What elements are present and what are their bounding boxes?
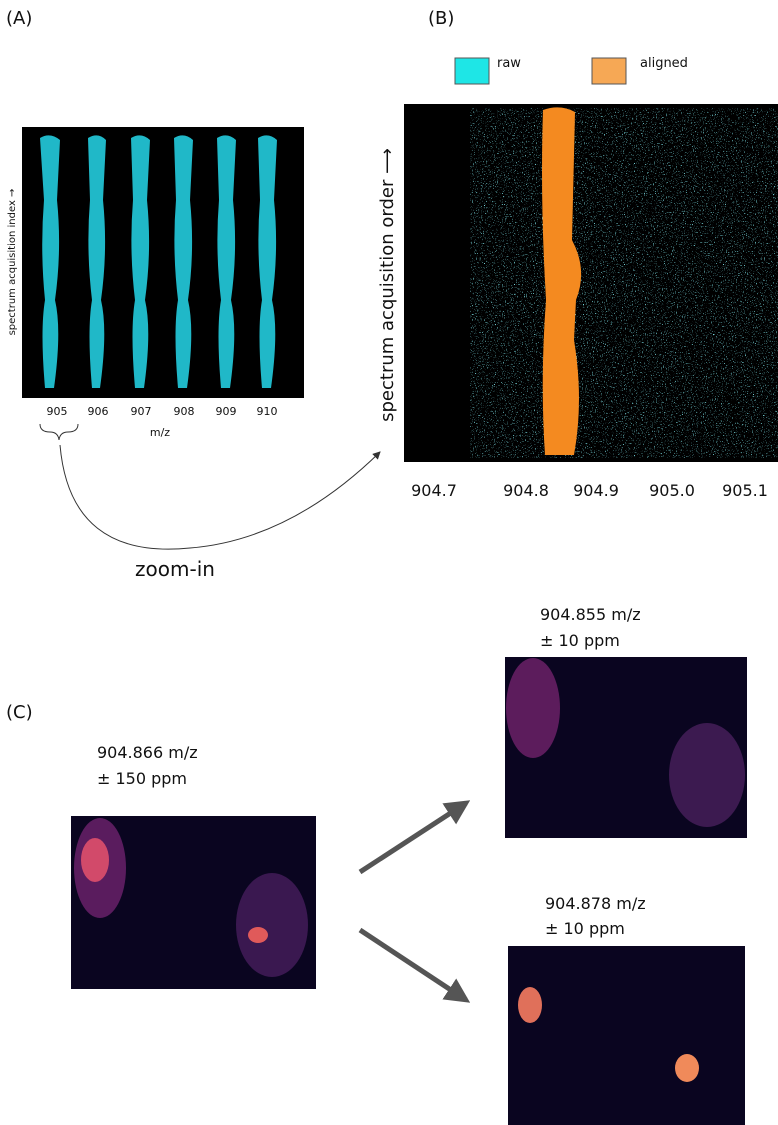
x-tick-label: 909: [216, 405, 237, 418]
x-tick-label: 906: [88, 405, 109, 418]
raw-scatter: [470, 108, 778, 458]
image-caption: 904.855 m/z: [540, 605, 641, 624]
x-tick-label: 908: [174, 405, 195, 418]
tissue: [518, 987, 542, 1023]
image-caption: ± 150 ppm: [97, 769, 187, 788]
legend-label: aligned: [640, 56, 688, 71]
image-caption: ± 10 ppm: [545, 919, 625, 938]
tissue: [236, 873, 308, 977]
zoom-label: zoom-in: [135, 557, 215, 581]
ion-image: [508, 946, 745, 1125]
tissue: [669, 723, 745, 827]
y-axis-label: spectrum acquisition index →: [7, 189, 18, 336]
tissue: [81, 838, 109, 882]
image-caption: ± 10 ppm: [540, 631, 620, 650]
x-tick-label: 907: [131, 405, 152, 418]
image-caption: 904.866 m/z: [97, 743, 198, 762]
x-tick-label: 904.8: [503, 481, 549, 500]
legend-swatch: [455, 58, 489, 84]
x-tick-label: 905: [47, 405, 68, 418]
x-tick-label: 904.7: [411, 481, 457, 500]
legend-swatch: [592, 58, 626, 84]
arrow: [360, 803, 466, 872]
image-caption: 904.878 m/z: [545, 894, 646, 913]
x-tick-label: 910: [257, 405, 278, 418]
panel-label: (A): [6, 8, 32, 29]
brace: [40, 424, 78, 440]
figure: (A) spectrum acquisition index → 905 906 9…: [0, 0, 778, 1125]
tissue: [248, 927, 268, 943]
tissue: [675, 1054, 699, 1082]
arrow: [360, 930, 466, 1000]
x-tick-label: 904.9: [573, 481, 619, 500]
panel-label: (B): [428, 8, 454, 29]
x-tick-label: 905.1: [722, 481, 768, 500]
y-axis-label: spectrum acquisition order ⟶: [377, 148, 398, 422]
tissue: [506, 658, 560, 758]
x-axis-label: m/z: [150, 426, 170, 439]
x-tick-label: 905.0: [649, 481, 695, 500]
legend-label: raw: [497, 56, 521, 71]
zoom-arrow: [60, 445, 380, 549]
panel-label: (C): [6, 702, 33, 723]
